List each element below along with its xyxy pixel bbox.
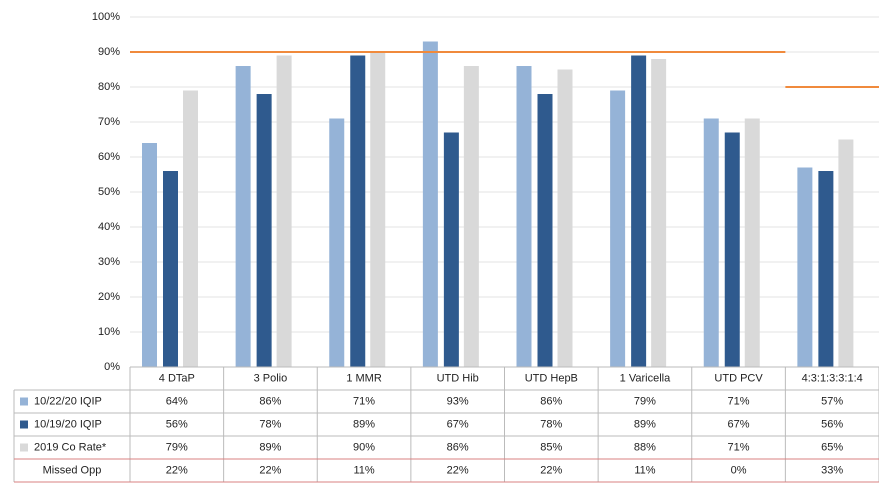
x-tick-label: 4:3:1:3:3:1:4: [802, 372, 863, 384]
x-tick-label: UTD HepB: [525, 372, 578, 384]
x-tick-label: 1 Varicella: [620, 372, 671, 384]
row-label: Missed Opp: [43, 464, 102, 476]
bar: [329, 118, 345, 367]
table-cell: 71%: [728, 441, 750, 453]
x-tick-label: UTD PCV: [714, 372, 763, 384]
bar: [651, 59, 667, 367]
bar: [142, 143, 157, 367]
table-cell: 56%: [821, 418, 843, 430]
bar: [557, 69, 573, 367]
bar: [631, 55, 647, 367]
y-tick-label: 20%: [98, 291, 120, 303]
bar: [256, 94, 272, 367]
table-cell: 89%: [634, 418, 656, 430]
legend-swatch: [20, 443, 28, 452]
y-tick-label: 60%: [98, 151, 120, 163]
bar: [422, 41, 438, 367]
bar: [183, 90, 198, 367]
table-cell: 79%: [634, 395, 656, 407]
table-cell: 86%: [259, 395, 281, 407]
y-tick-label: 40%: [98, 221, 120, 233]
table-cell: 0%: [731, 464, 747, 476]
y-tick-label: 90%: [98, 46, 120, 58]
table-cell: 57%: [821, 395, 843, 407]
table-cell: 11%: [634, 464, 655, 476]
x-tick-label: UTD Hib: [437, 372, 479, 384]
table-cell: 79%: [166, 441, 188, 453]
x-tick-label: 4 DTaP: [159, 372, 195, 384]
table-cell: 22%: [540, 464, 562, 476]
table-cell: 11%: [353, 464, 374, 476]
table-cell: 71%: [728, 395, 750, 407]
table-cell: 65%: [821, 441, 843, 453]
table-cell: 88%: [634, 441, 656, 453]
y-tick-label: 80%: [98, 81, 120, 93]
y-tick-label: 70%: [98, 116, 120, 128]
bar: [703, 118, 719, 367]
table-cell: 64%: [166, 395, 188, 407]
table-cell: 90%: [353, 441, 375, 453]
table-cell: 67%: [447, 418, 469, 430]
table-cell: 78%: [540, 418, 562, 430]
bar: [838, 139, 854, 367]
bar: [724, 132, 740, 367]
x-tick-label: 3 Polio: [254, 372, 288, 384]
table-cell: 78%: [259, 418, 281, 430]
table-cell: 86%: [540, 395, 562, 407]
legend-swatch: [20, 397, 28, 406]
table-cell: 86%: [447, 441, 469, 453]
table-cell: 89%: [353, 418, 375, 430]
table-cell: 85%: [540, 441, 562, 453]
bar: [370, 52, 386, 367]
bar: [276, 55, 292, 367]
legend-swatch: [20, 420, 28, 429]
bar: [350, 55, 366, 367]
bar: [463, 66, 479, 367]
legend-label: 10/19/20 IQIP: [34, 418, 102, 430]
table-cell: 71%: [353, 395, 375, 407]
bar: [610, 90, 626, 367]
y-tick-label: 0%: [104, 361, 120, 373]
table-cell: 22%: [166, 464, 188, 476]
bar: [797, 167, 813, 367]
table-cell: 93%: [447, 395, 469, 407]
table-cell: 22%: [447, 464, 469, 476]
bar: [744, 118, 760, 367]
table-cell: 89%: [259, 441, 281, 453]
y-tick-label: 50%: [98, 186, 120, 198]
bar: [516, 66, 532, 367]
y-tick-label: 100%: [92, 11, 120, 23]
table-cell: 67%: [728, 418, 750, 430]
table-cell: 22%: [259, 464, 281, 476]
y-tick-label: 30%: [98, 256, 120, 268]
legend-label: 10/22/20 IQIP: [34, 395, 102, 407]
bar: [235, 66, 251, 367]
bar: [163, 171, 178, 367]
table-cell: 56%: [166, 418, 188, 430]
legend-label: 2019 Co Rate*: [34, 441, 107, 453]
table-cell: 33%: [821, 464, 843, 476]
y-tick-label: 10%: [98, 326, 120, 338]
x-tick-label: 1 MMR: [346, 372, 382, 384]
bar: [443, 132, 459, 367]
bar: [818, 171, 834, 367]
bar: [537, 94, 553, 367]
